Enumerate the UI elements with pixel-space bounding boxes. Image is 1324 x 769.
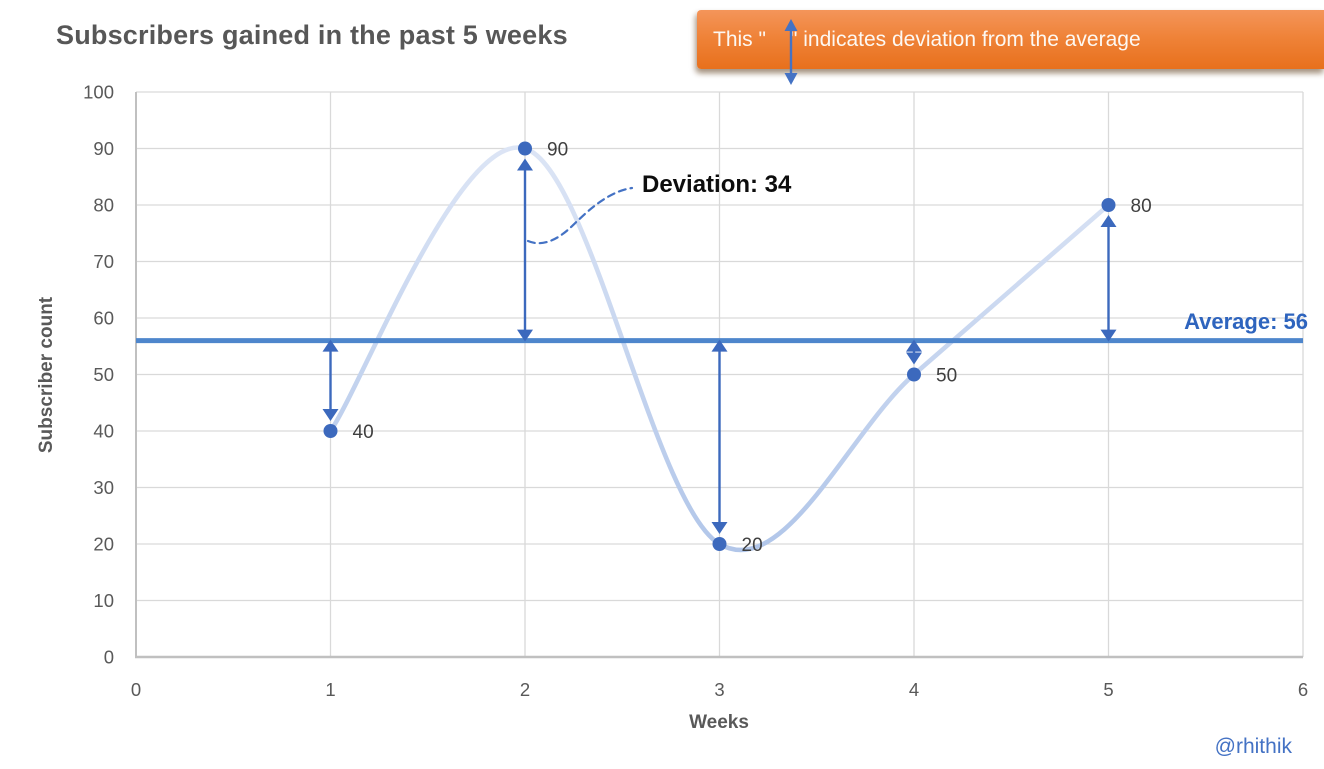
arrowhead-down <box>906 352 922 365</box>
y-tick-label: 20 <box>93 534 114 555</box>
arrowhead-up <box>1100 215 1117 227</box>
data-label: 90 <box>547 140 568 161</box>
data-label: 20 <box>742 535 763 556</box>
arrowhead-down <box>1100 329 1117 342</box>
y-tick-label: 10 <box>93 590 114 611</box>
x-axis-title: Weeks <box>689 712 749 733</box>
deviation-banner: This " " indicates deviation from the ave… <box>697 10 1324 85</box>
deviation-arrows <box>322 158 1117 534</box>
y-tick-label: 50 <box>93 364 114 385</box>
y-axis-title: Subscriber count <box>36 296 57 454</box>
x-tick-label: 3 <box>714 679 724 700</box>
data-point-marker <box>323 424 338 438</box>
y-tick-label: 70 <box>93 251 114 272</box>
y-tick-label: 40 <box>93 421 114 442</box>
x-tick-label: 1 <box>325 679 335 700</box>
y-tick-label: 100 <box>83 82 114 103</box>
arrowhead-down <box>517 329 533 342</box>
y-tick-label: 0 <box>104 647 114 668</box>
data-label: 50 <box>936 366 957 387</box>
tick-and-data-labels: 40 90 20 50 80 0 10 20 30 40 50 60 70 80 90 100 0 1 2 3 4 5 6 <box>83 82 1308 701</box>
banner-text-prefix: This " <box>713 27 766 51</box>
arrowhead-up <box>517 158 533 171</box>
deviation-arrow <box>711 339 728 534</box>
data-line <box>328 145 1111 553</box>
credit-handle: @rhithik <box>1214 735 1292 758</box>
axes <box>135 92 1303 659</box>
average-line-label: Average: 56 <box>1184 309 1308 334</box>
chart-title: Subscribers gained in the past 5 weeks <box>56 20 568 50</box>
data-point-marker <box>907 367 921 382</box>
deviation-arrow <box>906 339 922 365</box>
deviation-arrow <box>517 158 533 342</box>
x-tick-label: 0 <box>131 679 141 700</box>
arrowhead-down <box>322 409 339 421</box>
banner-text-suffix: " indicates deviation from the average <box>789 27 1141 51</box>
data-label: 40 <box>353 422 374 443</box>
deviation-callout-dashed-line <box>526 186 634 245</box>
x-tick-label: 5 <box>1103 679 1113 700</box>
x-tick-label: 6 <box>1298 679 1308 700</box>
arrowhead-up <box>906 339 922 352</box>
y-tick-label: 30 <box>93 477 114 498</box>
deviation-arrow <box>322 339 339 421</box>
data-label: 80 <box>1131 196 1152 217</box>
data-point-marker <box>712 537 727 551</box>
deviation-callout-label: Deviation: 34 <box>642 171 792 198</box>
data-point-marker <box>518 141 532 156</box>
deviation-arrow <box>1100 215 1117 342</box>
y-tick-label: 80 <box>93 195 114 216</box>
arrowhead-down <box>711 522 728 534</box>
y-tick-label: 90 <box>93 138 114 159</box>
x-tick-label: 2 <box>520 679 530 700</box>
arrowhead-up <box>322 339 339 352</box>
data-point-markers <box>323 141 1116 551</box>
arrowhead-up <box>711 339 728 352</box>
double-vertical-arrow-icon <box>784 19 798 85</box>
subscriber-curve <box>328 145 1111 553</box>
x-tick-label: 4 <box>909 679 919 700</box>
data-point-marker <box>1101 198 1116 212</box>
y-tick-label: 60 <box>93 308 114 329</box>
